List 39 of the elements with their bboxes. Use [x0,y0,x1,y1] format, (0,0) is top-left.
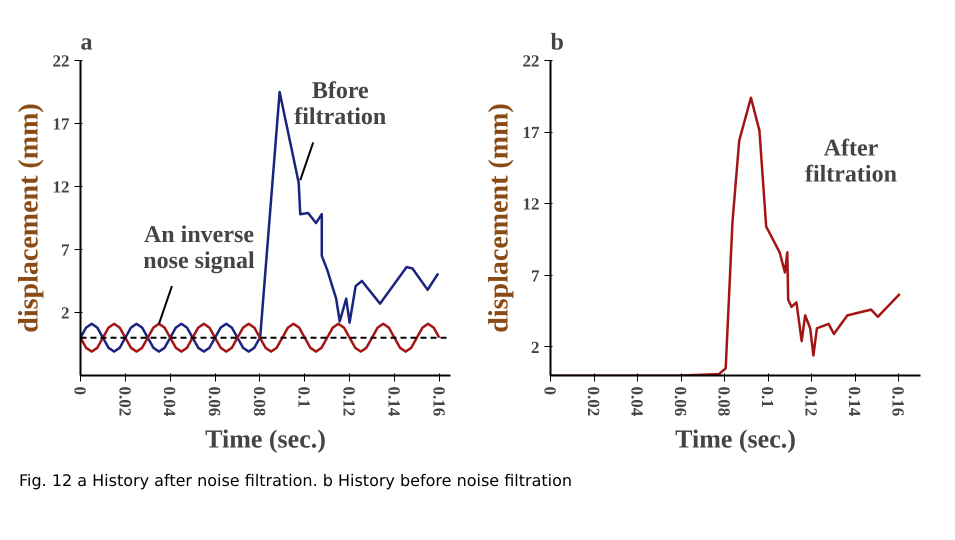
x-tick-label: 0.16 [888,386,908,416]
y-tick-label: 12 [52,178,70,196]
series-label: After filtration [804,136,897,188]
y-tick-label: 17 [522,123,540,142]
x-tick-label: 0.12 [802,386,821,416]
x-tick-label: 0.08 [250,386,269,416]
y-tick-label: 22 [522,52,540,70]
x-axis-title: Time (sec.) [675,424,796,454]
y-axis-title: displacement (mm) [484,103,514,333]
x-axis-title: Time (sec.) [205,424,326,454]
x-tick-label: 0.16 [429,386,448,416]
x-tick-label: 0.14 [384,386,404,417]
x-tick-label: 0 [70,386,90,395]
line-series [80,322,441,353]
x-tick-label: 0.02 [115,386,134,416]
x-tick-label: 0.1 [294,386,314,408]
chart-title: a [80,30,92,56]
x-tick-label: 0.14 [845,386,864,417]
x-tick-label: 0.08 [714,386,734,416]
x-tick-label: 0.12 [340,386,359,416]
y-tick-label: 2 [531,338,540,357]
y-tick-label: 7 [61,240,70,260]
y-axis-title: displacement (mm) [14,103,44,333]
y-tick-label: 17 [52,114,70,134]
x-tick-label: 0.04 [160,386,180,417]
x-tick-label: 0.1 [758,386,778,408]
x-tick-label: 0 [540,386,560,395]
x-tick-label: 0.06 [671,386,690,416]
annotation: An inverse nose signal [143,222,255,274]
x-tick-label: 0.02 [584,386,604,416]
x-tick-label: 0.04 [628,386,647,417]
y-tick-label: 2 [61,304,70,322]
chart-title: b [550,30,564,56]
annotation: Bfore filtration [294,78,386,130]
y-tick-label: 12 [522,194,540,214]
y-tick-label: 7 [531,266,540,286]
y-tick-label: 22 [52,52,70,70]
caption: Fig. 12 a History after noise filtration. b History before noise filtration [18,470,572,492]
x-tick-label: 0.06 [205,386,224,416]
